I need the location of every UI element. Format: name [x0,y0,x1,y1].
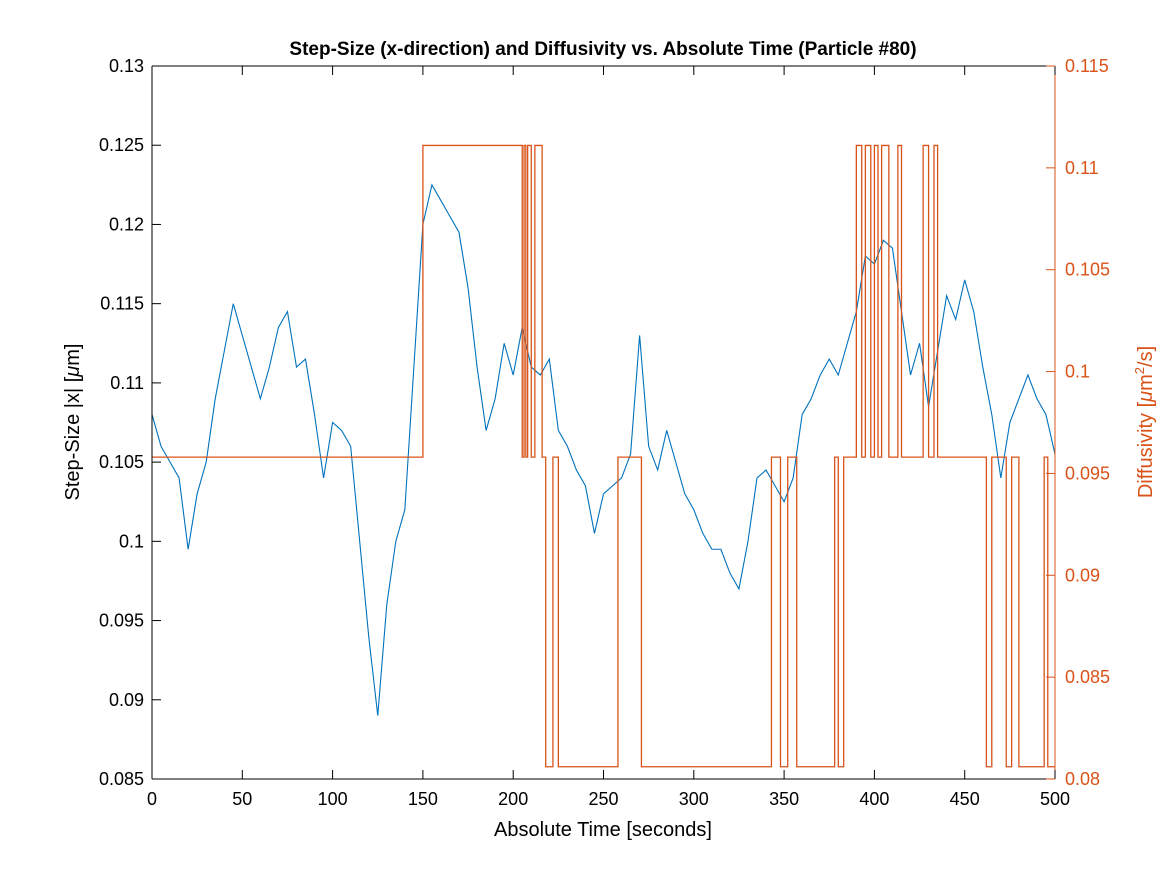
y-left-tick-label: 0.11 [110,373,144,393]
y-left-tick-label: 0.12 [109,214,144,234]
y-right-tick-label: 0.105 [1065,260,1110,280]
y-left-tick-label: 0.105 [99,452,144,472]
y-axis-right-label-suffix: /s] [1135,346,1157,367]
y-axis-left-label: Step-Size |x| [μm] [62,344,84,501]
y-axis-right-ticks: 0.08 0.085 0.09 0.095 0.1 0.105 0.11 0.115 [1046,56,1110,789]
x-tick-label: 50 [232,789,252,809]
x-tick-label: 0 [147,789,157,809]
y-right-tick-label: 0.1 [1065,362,1090,382]
x-tick-label: 300 [679,789,709,809]
y-right-tick-label: 0.115 [1065,56,1109,76]
x-axis-ticks: 0 50 100 150 200 250 300 350 400 450 500 [147,66,1070,809]
x-tick-label: 350 [769,789,799,809]
y-right-tick-label: 0.08 [1065,769,1100,789]
y-left-tick-label: 0.115 [100,294,144,314]
y-axis-right-label-sup: 2 [1132,367,1147,374]
y-right-tick-label: 0.11 [1065,158,1099,178]
plot-area [151,65,1056,780]
y-axis-right-label-mu: μ [1135,391,1157,403]
y-axis-right-label-mid: m [1135,374,1157,391]
x-tick-label: 150 [408,789,438,809]
y-axis-right-label: Diffusivity [μm2/s] [1132,346,1157,498]
y-left-tick-label: 0.13 [109,56,144,76]
y-left-tick-label: 0.125 [99,135,144,155]
x-tick-label: 200 [498,789,528,809]
y-right-tick-label: 0.09 [1065,565,1100,585]
x-tick-label: 450 [950,789,980,809]
x-tick-label: 400 [859,789,889,809]
y-left-tick-label: 0.1 [119,531,144,551]
y-left-tick-label: 0.09 [109,690,144,710]
step-size-series-line [151,183,1056,716]
y-axis-left-ticks: 0.085 0.09 0.095 0.1 0.105 0.11 0.115 0.12 0.125… [99,56,161,789]
y-right-tick-label: 0.095 [1065,463,1110,483]
y-axis-left-label-suffix: m] [62,344,84,366]
y-right-tick-label: 0.085 [1065,667,1110,687]
chart-title: Step-Size (x-direction) and Diffusivity … [289,39,916,60]
y-left-tick-label: 0.095 [99,611,144,631]
diffusivity-series-line [152,144,1055,768]
x-tick-label: 500 [1040,789,1070,809]
y-axis-left-label-prefix: Step-Size |x| [ [62,376,84,500]
y-axis-left-label-mu: μ [62,366,84,378]
y-left-tick-label: 0.085 [99,769,144,789]
x-tick-label: 250 [588,789,618,809]
x-tick-label: 100 [318,789,348,809]
series-layer [151,144,1056,768]
y-axis-right-label-prefix: Diffusivity [ [1135,401,1157,498]
x-axis-label: Absolute Time [seconds] [494,819,712,841]
axes-background [152,66,1055,779]
